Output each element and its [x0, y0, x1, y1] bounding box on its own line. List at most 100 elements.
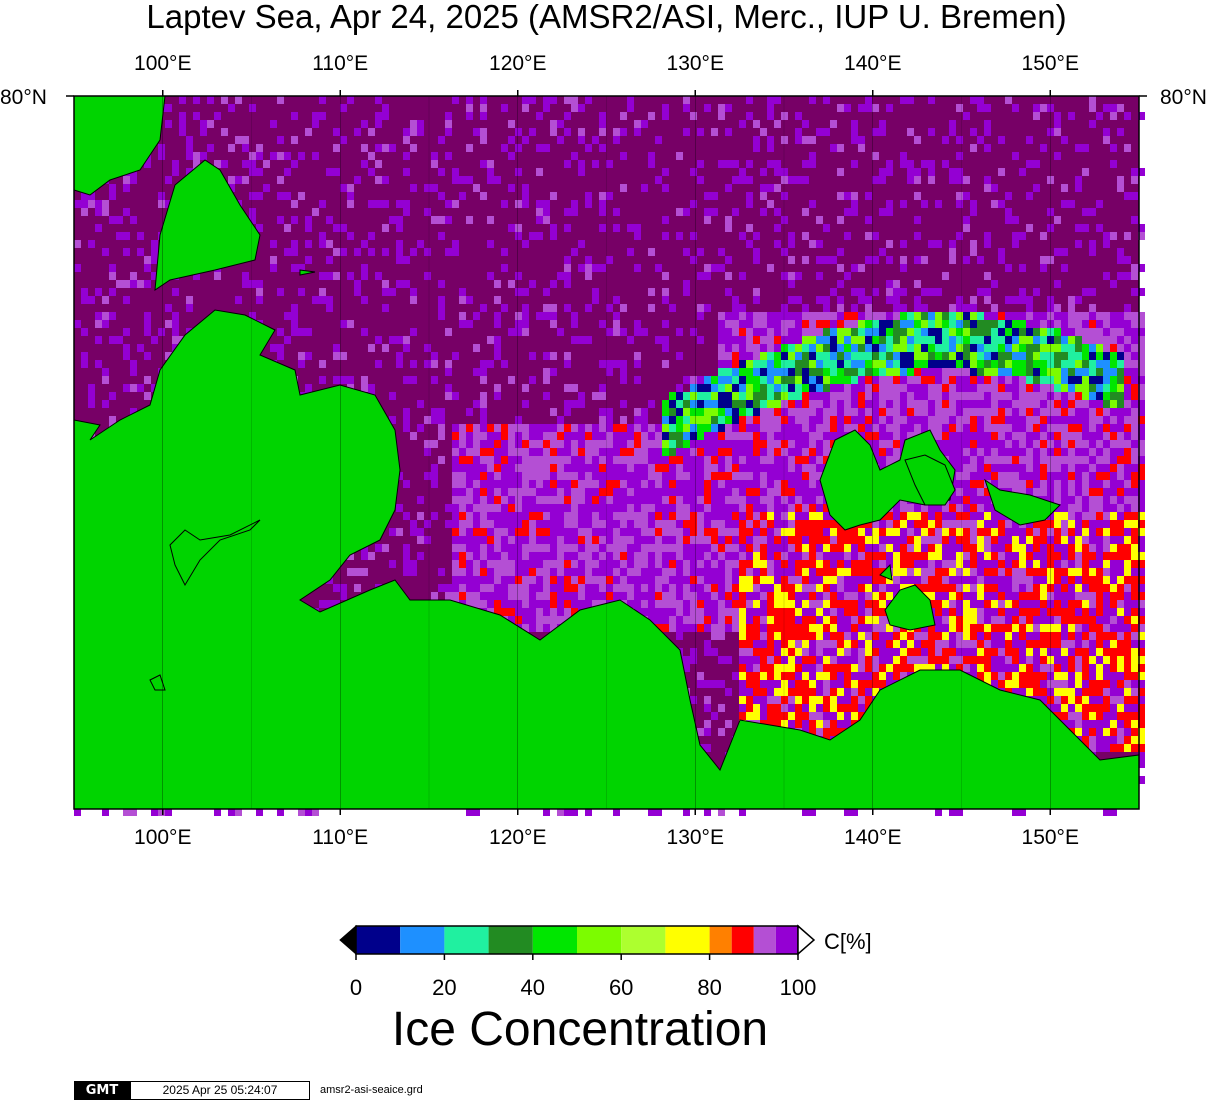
ice-cell — [984, 616, 991, 624]
ice-cell — [935, 376, 942, 384]
ice-cell — [1089, 320, 1096, 328]
ice-cell — [998, 256, 1005, 264]
ice-cell — [823, 304, 830, 312]
ice-cell — [1110, 416, 1117, 424]
ice-cell — [1138, 288, 1145, 296]
ice-cell — [319, 600, 326, 608]
ice-cell — [319, 112, 326, 120]
ice-cell — [543, 480, 550, 488]
ice-cell — [417, 536, 424, 544]
ice-cell — [606, 472, 613, 480]
ice-cell — [655, 264, 662, 272]
ice-cell — [732, 368, 739, 376]
ice-cell — [830, 144, 837, 152]
ice-cell — [1089, 600, 1096, 608]
ice-cell — [655, 544, 662, 552]
ice-cell — [823, 320, 830, 328]
ice-cell — [1131, 368, 1138, 376]
ice-cell — [837, 600, 844, 608]
ice-cell — [347, 192, 354, 200]
ice-cell — [893, 312, 900, 320]
ice-cell — [1061, 456, 1068, 464]
ice-cell — [1075, 184, 1082, 192]
ice-cell — [599, 424, 606, 432]
ice-cell — [732, 464, 739, 472]
ice-cell — [585, 144, 592, 152]
ice-cell — [564, 520, 571, 528]
ice-cell — [620, 424, 627, 432]
ice-cell — [599, 488, 606, 496]
ice-cell — [711, 400, 718, 408]
ice-cell — [809, 312, 816, 320]
ice-cell — [1089, 440, 1096, 448]
ice-cell — [1089, 240, 1096, 248]
ice-cell — [746, 200, 753, 208]
ice-cell — [396, 280, 403, 288]
ice-cell — [711, 504, 718, 512]
ice-cell — [1040, 144, 1047, 152]
ice-cell — [466, 296, 473, 304]
ice-cell — [571, 592, 578, 600]
ice-cell — [592, 504, 599, 512]
ice-cell — [543, 584, 550, 592]
ice-cell — [1068, 424, 1075, 432]
ice-cell — [480, 360, 487, 368]
ice-cell — [788, 336, 795, 344]
ice-cell — [788, 296, 795, 304]
ice-cell — [452, 168, 459, 176]
ice-cell — [1054, 600, 1061, 608]
ice-cell — [935, 328, 942, 336]
ice-cell — [942, 568, 949, 576]
ice-cell — [1117, 336, 1124, 344]
ice-cell — [578, 472, 585, 480]
ice-cell — [956, 176, 963, 184]
ice-cell — [389, 560, 396, 568]
ice-cell — [809, 480, 816, 488]
ice-cell — [669, 560, 676, 568]
ice-cell — [760, 528, 767, 536]
ice-cell — [774, 384, 781, 392]
ice-cell — [1117, 568, 1124, 576]
ice-cell — [865, 520, 872, 528]
ice-cell — [1075, 456, 1082, 464]
ice-cell — [1068, 480, 1075, 488]
ice-cell — [550, 624, 557, 632]
ice-cell — [851, 208, 858, 216]
ice-cell — [662, 584, 669, 592]
ice-cell — [648, 440, 655, 448]
ice-cell — [963, 320, 970, 328]
ice-cell — [648, 568, 655, 576]
ice-cell — [571, 560, 578, 568]
ice-cell — [326, 168, 333, 176]
ice-cell — [473, 368, 480, 376]
ice-cell — [263, 160, 270, 168]
ice-cell — [816, 312, 823, 320]
ice-cell — [844, 600, 851, 608]
ice-cell — [893, 352, 900, 360]
ice-cell — [725, 536, 732, 544]
ice-cell — [277, 328, 284, 336]
ice-cell — [592, 136, 599, 144]
ice-cell — [690, 112, 697, 120]
ice-cell — [935, 416, 942, 424]
ice-cell — [564, 608, 571, 616]
ice-cell — [872, 352, 879, 360]
ice-cell — [1096, 440, 1103, 448]
ice-cell — [403, 376, 410, 384]
ice-cell — [851, 192, 858, 200]
ice-cell — [634, 480, 641, 488]
ice-cell — [760, 416, 767, 424]
ice-cell — [1026, 552, 1033, 560]
ice-cell — [676, 408, 683, 416]
ice-cell — [725, 472, 732, 480]
ice-cell — [788, 576, 795, 584]
ice-cell — [718, 544, 725, 552]
ice-cell — [1124, 512, 1131, 520]
ice-cell — [809, 416, 816, 424]
ice-cell — [480, 576, 487, 584]
ice-cell — [662, 336, 669, 344]
ice-cell — [515, 224, 522, 232]
ice-cell — [977, 464, 984, 472]
ice-cell — [578, 400, 585, 408]
ice-cell — [494, 528, 501, 536]
